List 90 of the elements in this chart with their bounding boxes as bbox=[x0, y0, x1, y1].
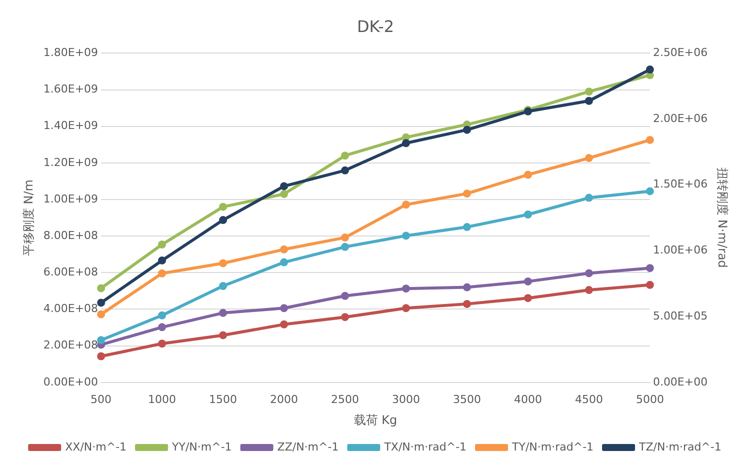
y2-axis-title: 扭转刚度 N·m/rad bbox=[716, 168, 730, 268]
legend-label: XX/N·m^-1 bbox=[65, 440, 127, 454]
point bbox=[280, 182, 288, 190]
x-axis-title: 载荷 Kg bbox=[354, 412, 398, 427]
point bbox=[584, 154, 593, 162]
point bbox=[219, 216, 228, 224]
point bbox=[646, 280, 654, 289]
point bbox=[341, 234, 350, 242]
point bbox=[646, 136, 654, 144]
point bbox=[341, 242, 350, 251]
point bbox=[462, 190, 471, 198]
point bbox=[158, 311, 166, 320]
point bbox=[219, 259, 228, 268]
point bbox=[280, 304, 288, 312]
x-tick-label: 1000 bbox=[148, 392, 176, 406]
point bbox=[584, 194, 593, 202]
point bbox=[97, 352, 106, 360]
y-tick-label: 1.40E+09 bbox=[43, 119, 98, 132]
x-tick-label: 4000 bbox=[514, 392, 542, 406]
point bbox=[280, 245, 288, 254]
point bbox=[646, 66, 654, 74]
legend-label: TX/N·m·rad^-1 bbox=[383, 440, 467, 454]
y2-tick-label: 1.50E+06 bbox=[652, 178, 708, 191]
point bbox=[219, 202, 228, 211]
point bbox=[158, 323, 166, 332]
x-tick-label: 3500 bbox=[452, 392, 481, 406]
point bbox=[158, 340, 166, 348]
point bbox=[584, 96, 593, 105]
point bbox=[584, 286, 593, 294]
point bbox=[97, 284, 106, 292]
point bbox=[219, 308, 228, 317]
point bbox=[462, 126, 471, 134]
point bbox=[341, 313, 350, 322]
point bbox=[584, 88, 593, 96]
point bbox=[462, 283, 471, 292]
x-tick-label: 2500 bbox=[331, 392, 360, 406]
point bbox=[462, 300, 471, 308]
y2-tick-label: 5.00E+05 bbox=[652, 309, 708, 322]
point bbox=[158, 256, 166, 264]
point bbox=[97, 310, 106, 318]
legend-label: TY/N·m·rad^-1 bbox=[511, 440, 594, 454]
point bbox=[646, 187, 654, 196]
x-tick-label: 2000 bbox=[270, 392, 298, 406]
chart-title: DK-2 bbox=[356, 16, 394, 36]
y2-tick-label: 1.00E+06 bbox=[652, 244, 708, 257]
point bbox=[524, 294, 532, 302]
point bbox=[402, 284, 410, 293]
point bbox=[97, 298, 106, 307]
y-tick-label: 1.00E+09 bbox=[43, 192, 98, 206]
y-tick-label: 4.00E+08 bbox=[43, 302, 98, 316]
y-tick-label: 1.60E+09 bbox=[43, 82, 98, 96]
point bbox=[341, 152, 350, 160]
legend-label: ZZ/N·m^-1 bbox=[277, 440, 339, 454]
y-tick-label: 6.00E+08 bbox=[43, 266, 98, 279]
point bbox=[462, 223, 471, 232]
y2-tick-label: 2.00E+06 bbox=[652, 112, 708, 125]
point bbox=[280, 190, 288, 198]
point bbox=[158, 269, 166, 278]
y-tick-label: 2.00E+08 bbox=[43, 338, 98, 352]
point bbox=[219, 331, 228, 340]
x-tick-label: 3000 bbox=[392, 392, 420, 406]
point bbox=[524, 210, 532, 219]
point bbox=[402, 139, 410, 148]
point bbox=[524, 277, 532, 286]
y-tick-label: 0.00E+00 bbox=[43, 375, 98, 388]
legend-label: TZ/N·m·rad^-1 bbox=[638, 440, 722, 454]
point bbox=[402, 200, 410, 209]
point bbox=[280, 258, 288, 266]
point bbox=[402, 232, 410, 240]
point bbox=[341, 292, 350, 300]
point bbox=[584, 269, 593, 278]
legend-label: YY/N·m^-1 bbox=[171, 440, 232, 454]
y2-tick-label: 0.00E+00 bbox=[652, 375, 708, 388]
x-tick-label: 500 bbox=[90, 392, 112, 406]
x-tick-label: 5000 bbox=[636, 392, 664, 406]
point bbox=[524, 170, 532, 179]
y2-tick-label: 2.50E+06 bbox=[652, 46, 708, 60]
point bbox=[341, 166, 350, 174]
point bbox=[402, 304, 410, 312]
point bbox=[646, 264, 654, 272]
x-tick-label: 4500 bbox=[574, 392, 603, 406]
y-tick-label: 1.80E+09 bbox=[43, 46, 98, 60]
y-axis-title: 平移刚度 N/m bbox=[21, 180, 36, 256]
point bbox=[219, 282, 228, 290]
point bbox=[280, 320, 288, 328]
point bbox=[97, 336, 106, 344]
y-tick-label: 8.00E+08 bbox=[43, 228, 98, 242]
y-tick-label: 1.20E+09 bbox=[43, 156, 98, 169]
point bbox=[158, 240, 166, 248]
x-tick-label: 1500 bbox=[209, 392, 238, 406]
